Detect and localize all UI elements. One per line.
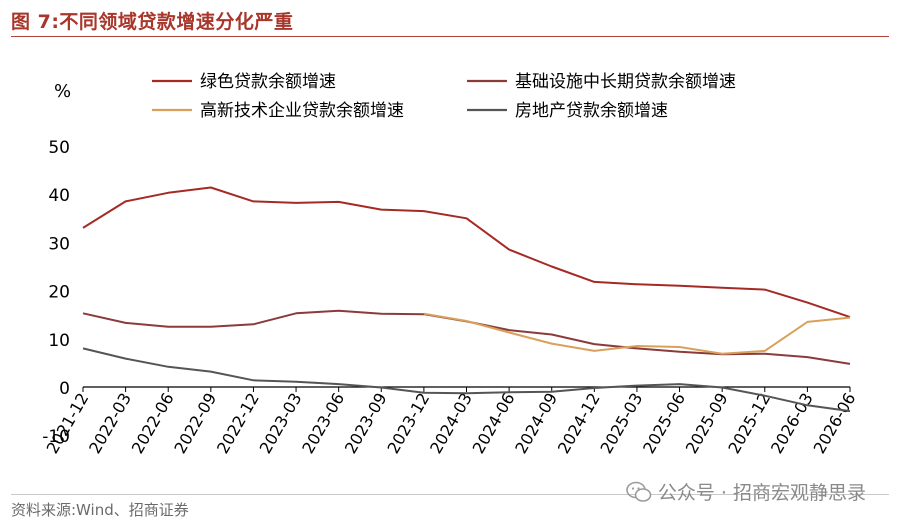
y-tick-label: -10: [42, 427, 70, 447]
legend-label: 房地产贷款余额增速: [515, 101, 668, 121]
y-tick-label: 50: [48, 138, 70, 158]
source-divider: [11, 494, 889, 495]
x-axis: 2021-122022-032022-062022-092022-122023-…: [43, 386, 860, 457]
series-line: [82, 347, 851, 413]
series-line: [423, 312, 851, 355]
title-divider: [11, 36, 889, 37]
y-axis: -10 0 10 20 30 40 50: [42, 138, 70, 447]
legend-label: 基础设施中长期贷款余额增速: [515, 72, 736, 92]
wechat-icon: [626, 481, 652, 502]
series-line: [82, 186, 851, 319]
legend-label: 绿色贷款余额增速: [200, 72, 336, 92]
watermark-text: 公众号 · 招商宏观静思录: [657, 482, 866, 504]
y-tick-label: 30: [48, 234, 70, 254]
source-note: 资料来源:Wind、招商证券: [11, 501, 189, 519]
chart-title: 图 7:不同领域贷款增速分化严重: [11, 11, 294, 33]
legend-label: 高新技术企业贷款余额增速: [200, 101, 404, 121]
series-line: [82, 309, 851, 365]
y-tick-label: 0: [59, 379, 70, 399]
x-tick-label: 2026-06: [810, 390, 860, 457]
watermark: 公众号 · 招商宏观静思录: [626, 478, 866, 505]
y-tick-label: 40: [48, 186, 70, 206]
y-tick-label: 20: [48, 283, 70, 303]
y-tick-label: 10: [48, 331, 70, 351]
y-axis-unit-label: %: [54, 81, 71, 102]
series-lines: [82, 186, 851, 413]
